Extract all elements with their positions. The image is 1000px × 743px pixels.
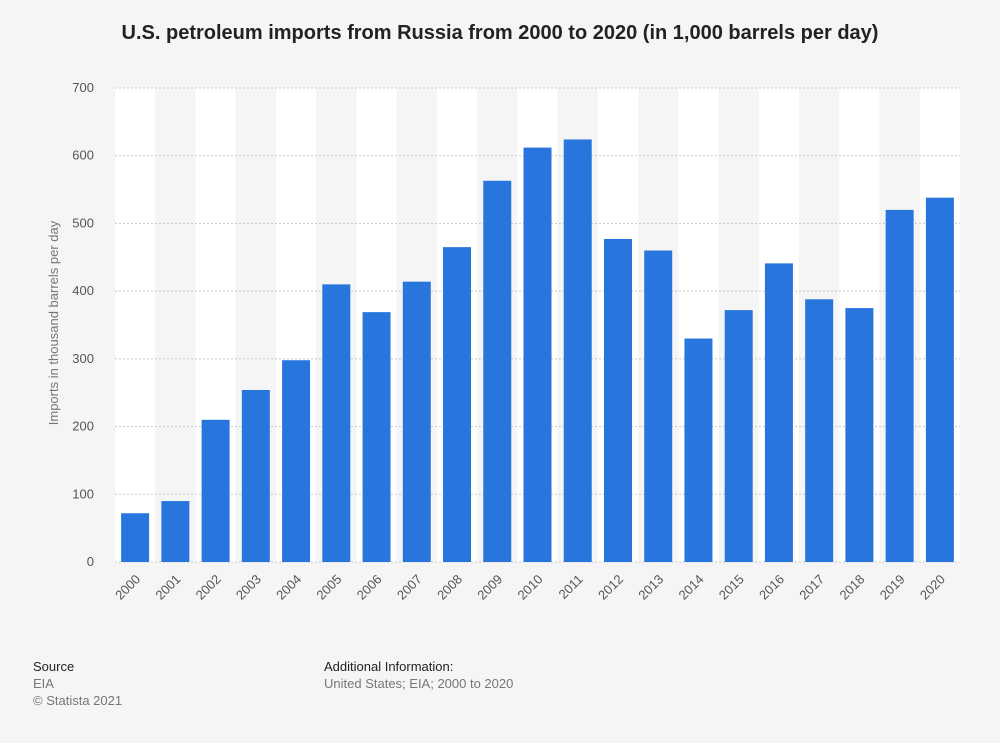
bar[interactable] [644,250,673,562]
bar[interactable] [201,419,230,562]
bars [121,139,954,563]
x-tick-label: 2010 [515,572,546,603]
bar[interactable] [402,281,431,562]
bar[interactable] [885,209,914,562]
x-tick-label: 2015 [716,572,747,603]
bar[interactable] [684,338,713,562]
bar[interactable] [322,284,351,562]
copyright: © Statista 2021 [33,693,123,708]
y-tick-label: 300 [72,351,94,366]
x-tick-label: 2007 [394,572,425,603]
x-tick-label: 2018 [836,572,867,603]
x-tick-label: 2004 [273,572,304,603]
source-block: Source EIA © Statista 2021 [33,658,122,709]
bar[interactable] [805,299,834,562]
x-tick-label: 2012 [595,572,626,603]
y-axis-ticks: 0 100 200 300 400 500 600 700 [72,80,94,569]
x-tick-label: 2019 [877,572,908,603]
y-axis-label: Imports in thousand barrels per day [46,220,61,425]
source-value: EIA [33,676,54,691]
x-tick-label: 2017 [796,572,827,603]
x-tick-label: 2005 [313,572,344,603]
bar[interactable] [845,308,874,562]
column-band [155,88,196,562]
y-tick-label: 600 [72,148,94,163]
bar[interactable] [121,513,150,562]
x-tick-label: 2009 [474,572,505,603]
bar[interactable] [483,180,512,563]
x-tick-label: 2001 [152,572,183,603]
additional-info-value: United States; EIA; 2000 to 2020 [324,676,514,691]
y-tick-label: 0 [87,554,94,569]
x-tick-label: 2008 [434,572,465,603]
chart-title: U.S. petroleum imports from Russia from … [121,22,879,44]
y-tick-label: 100 [72,486,94,501]
bar[interactable] [563,139,592,562]
y-tick-label: 500 [72,215,94,230]
bar[interactable] [523,147,552,563]
x-tick-label: 2000 [112,572,143,603]
bar[interactable] [443,247,472,562]
additional-info-label: Additional Information: [324,659,454,674]
x-tick-label: 2006 [354,572,385,603]
bar[interactable] [362,312,391,562]
x-tick-label: 2013 [635,572,666,603]
x-tick-label: 2003 [233,572,264,603]
x-tick-label: 2002 [193,572,224,603]
column-band [115,88,156,562]
bar[interactable] [925,197,954,562]
x-tick-label: 2020 [917,572,948,603]
y-tick-label: 700 [72,80,94,95]
x-tick-label: 2011 [555,572,585,602]
additional-info-block: Additional Information: United States; E… [324,658,513,692]
x-axis-ticks: 2000 2001 2002 2003 2004 2005 2006 2007 2008 2009… [112,572,948,603]
bar[interactable] [282,360,311,562]
bar[interactable] [241,390,270,562]
y-tick-label: 200 [72,419,94,434]
bar[interactable] [724,310,753,562]
y-tick-label: 400 [72,283,94,298]
x-tick-label: 2014 [676,572,707,603]
bar[interactable] [764,263,793,562]
bar[interactable] [603,239,632,562]
x-tick-label: 2016 [756,572,787,603]
source-label: Source [33,659,75,674]
bar[interactable] [161,501,190,562]
